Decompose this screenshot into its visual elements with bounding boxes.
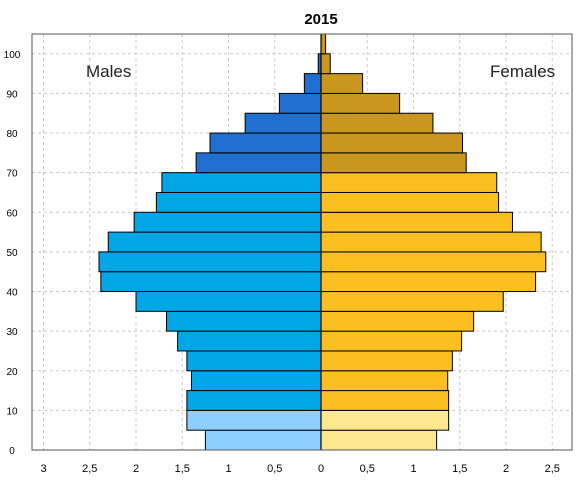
bar-male [244,112,322,134]
bar-male [107,231,322,253]
bar-female [320,271,537,293]
bar-male [278,92,322,114]
bar-male [155,191,322,213]
y-tick-label: 50 [6,248,18,259]
y-tick-label: 0 [9,446,15,457]
x-tick-labels: 3 2,5 2 1,5 1 0,5 0 0,5 1 1,5 2 2,5 [40,463,559,475]
bar-male [195,152,322,174]
y-tick-label: 90 [6,89,18,100]
bar-female [320,132,464,154]
x-tick-label: 2,5 [545,463,560,475]
bar-male [204,429,322,451]
y-tick-labels: 0 10 20 30 40 50 60 70 80 90 100 [4,50,21,457]
x-tick-label: 0 [318,463,324,475]
bar-female [320,92,401,114]
legend-females: Females [490,62,555,81]
bar-male [161,172,322,193]
bar-female [320,191,500,213]
bar-male [186,409,322,431]
bar-female [320,291,504,312]
bar-female [320,390,450,411]
bar-female [320,330,463,352]
bar-male [303,73,322,94]
x-tick-label: 0,5 [267,463,282,475]
x-tick-label: 0,5 [360,463,375,475]
y-tick-label: 70 [6,169,18,180]
bar-male [186,390,322,411]
bar-male [133,211,322,233]
bar-male [177,330,322,352]
bar-female [320,172,498,193]
x-tick-label: 1,5 [452,463,467,475]
x-tick-label: 1 [225,463,231,475]
bar-male [209,132,322,154]
bar-female [320,211,513,233]
y-tick-label: 60 [6,208,18,219]
bar-male [166,310,322,332]
x-tick-label: 1 [410,463,416,475]
x-tick-label: 2 [503,463,509,475]
bar-female [320,409,450,431]
bar-male [191,370,322,392]
bar-male [135,291,322,312]
chart-title: 2015 [304,11,337,28]
bar-female [320,152,467,174]
bar-female [320,33,327,55]
bar-male [100,271,322,293]
plot-frame [31,33,573,451]
y-tick-label: 20 [6,367,18,378]
bar-female [320,251,547,273]
bar-female [320,53,331,75]
y-tick-label: 80 [6,129,18,140]
y-tick-label: 40 [6,288,18,299]
bars [98,33,547,451]
bar-female [320,112,434,134]
bar-female [320,310,475,332]
y-tick-label: 100 [4,50,21,61]
x-tick-label: 3 [40,463,46,475]
bar-male [98,251,322,273]
bar-female [320,350,453,372]
bar-female [320,231,542,253]
x-tick-label: 2,5 [82,463,97,475]
legend-males: Males [86,62,131,81]
bar-female [320,73,364,94]
y-tick-label: 10 [6,406,18,417]
bar-male [186,350,322,372]
x-tick-label: 1,5 [175,463,190,475]
x-tick-label: 2 [133,463,139,475]
y-tick-label: 30 [6,327,18,338]
bar-female [320,370,449,392]
bar-female [320,429,438,451]
